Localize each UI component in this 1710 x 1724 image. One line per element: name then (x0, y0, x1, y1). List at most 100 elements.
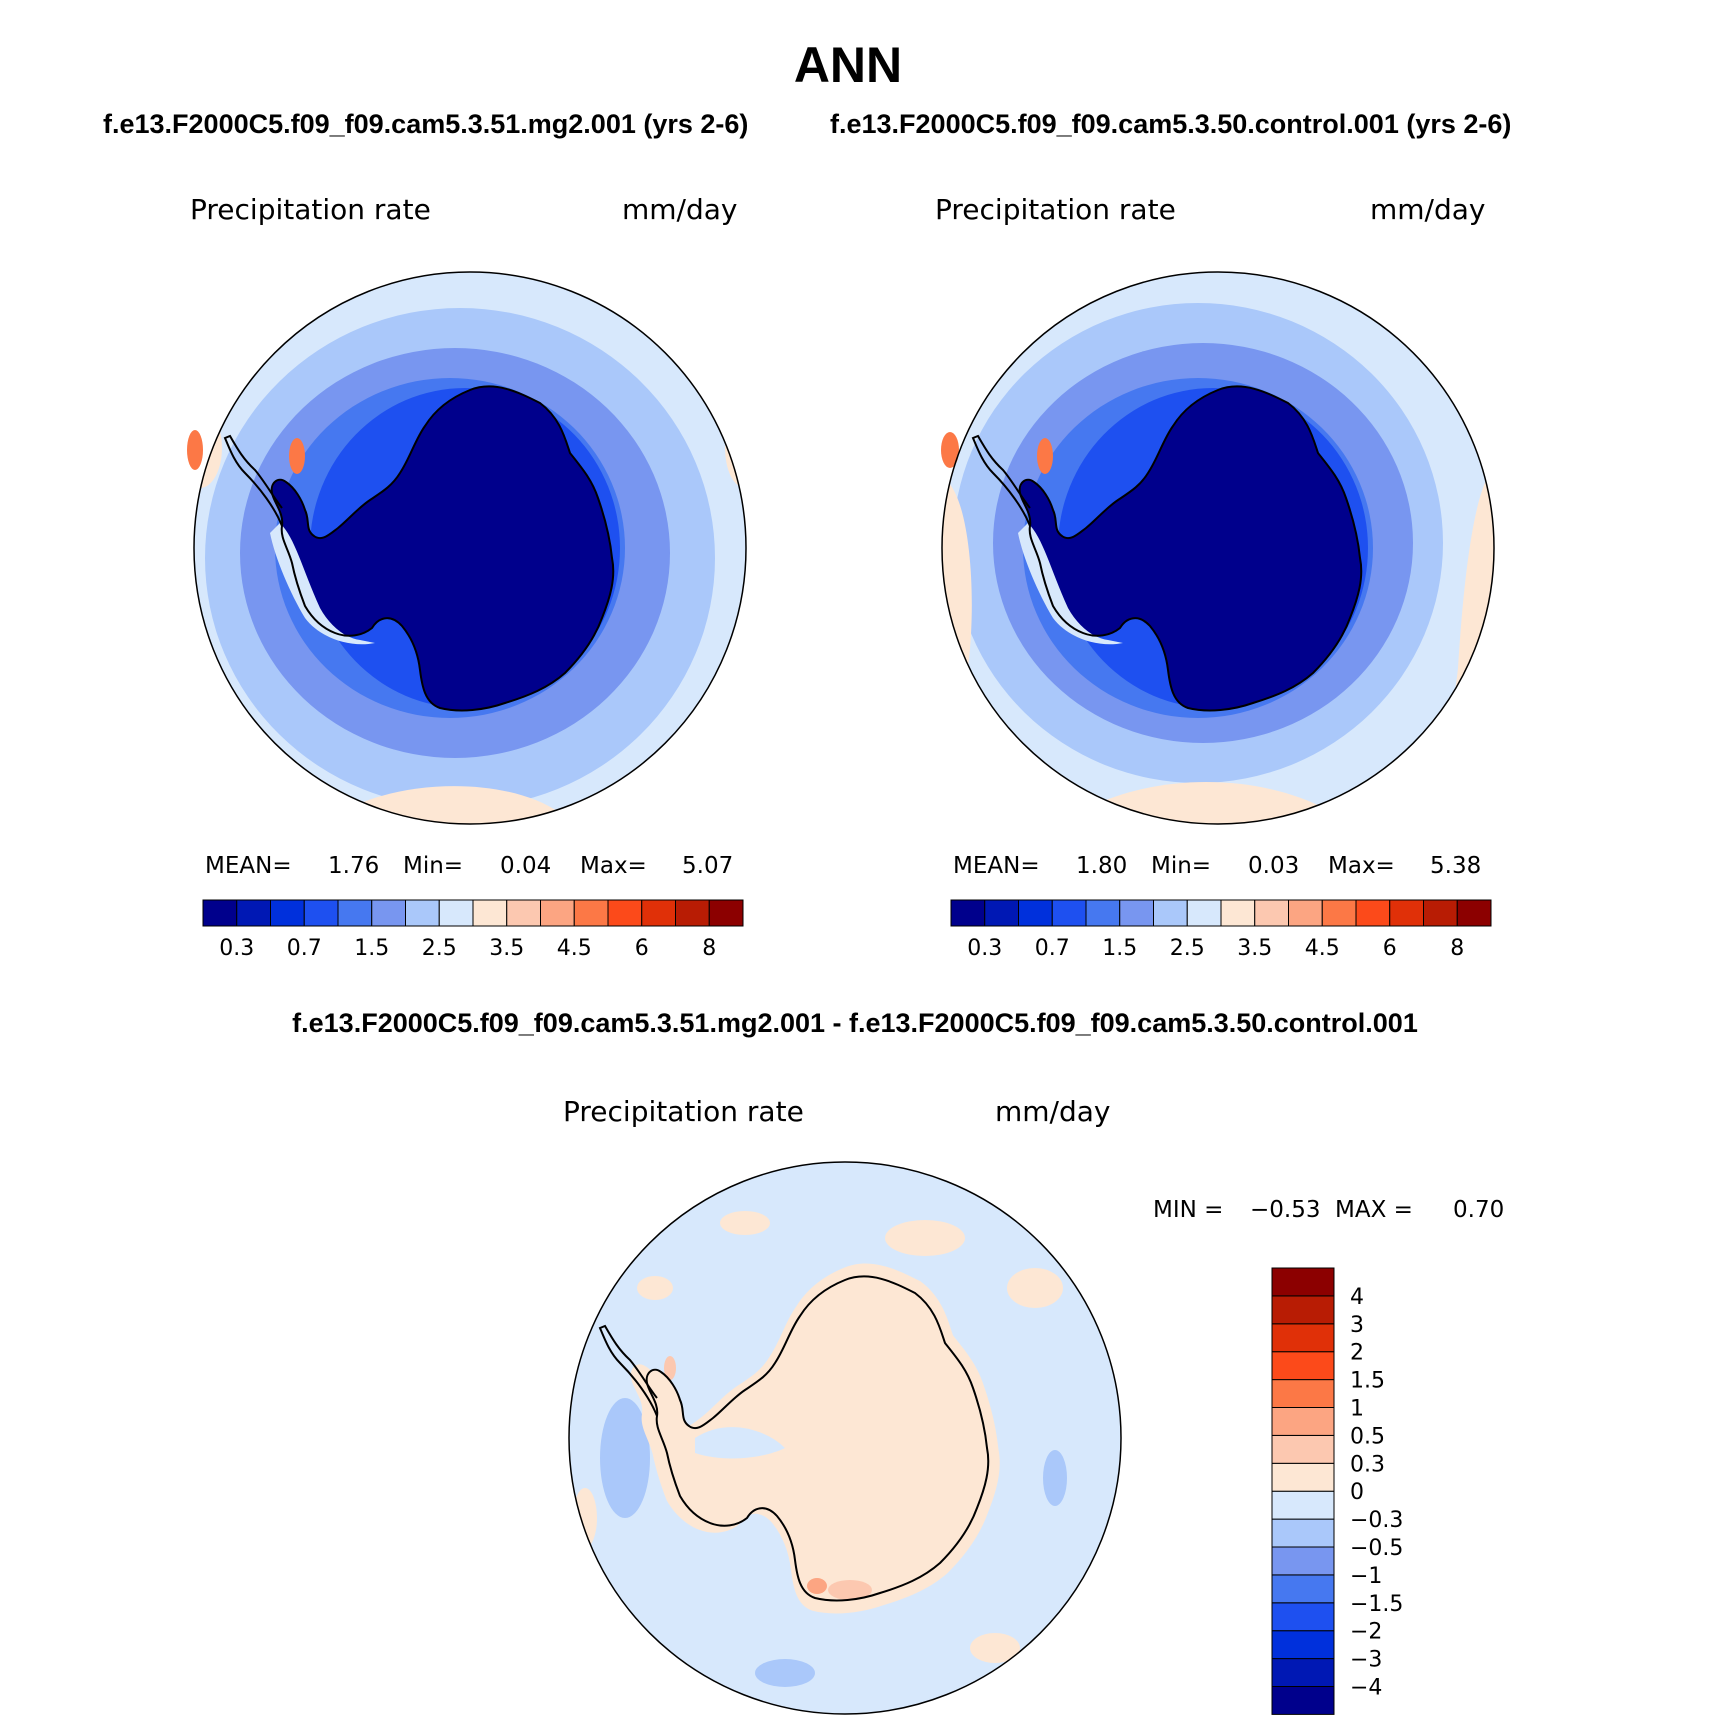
left-colorbar: 0.3 0.7 1.5 2.5 3.5 4.5 6 8 (202, 899, 744, 961)
diff-colorbar-tick-label: −2 (1350, 1620, 1382, 1645)
left-colorbar-tick-label: 6 (635, 936, 649, 961)
diff-colorbar-tick-label: −1 (1350, 1564, 1382, 1589)
right-colorbar-swatch-6 (1153, 899, 1188, 927)
right-colorbar-tick-label: 3.5 (1237, 936, 1272, 961)
left-variable-label: Precipitation rate (190, 193, 431, 226)
left-colorbar-swatch-15 (708, 899, 744, 927)
left-colorbar-tick-label: 0.7 (287, 936, 322, 961)
diff-colorbar-tick-label: 2 (1350, 1341, 1364, 1366)
left-colorbar-swatch-0 (202, 899, 238, 927)
diff-colorbar-tick-label: −3 (1350, 1648, 1382, 1673)
diff-min-value: −0.53 (1250, 1197, 1320, 1223)
right-min-label: Min= (1151, 853, 1211, 879)
diff-colorbar-tick-label: 3 (1350, 1313, 1364, 1338)
right-colorbar-swatch-14 (1423, 899, 1458, 927)
left-colorbar-swatch-13 (641, 899, 676, 927)
right-panel: Precipitation rate mm/day MEAN= 1.80 Mi (935, 193, 1495, 961)
diff-colorbar-swatch-3 (1271, 1602, 1335, 1632)
left-min-value: 0.04 (500, 853, 551, 879)
diff-colorbar-tick-label: 0.3 (1350, 1452, 1385, 1477)
left-mean-value: 1.76 (328, 853, 379, 879)
right-colorbar-swatch-11 (1321, 899, 1357, 927)
diff-colorbar-swatch-8 (1271, 1462, 1335, 1492)
diff-colorbar: −4 −3 −2 −1.5 −1 −0.5 −0.3 0 0.3 0.51 1.5 2 3 4 (1271, 1267, 1403, 1715)
diff-colorbar-tick-label: −0.5 (1350, 1536, 1403, 1561)
right-variable-label: Precipitation rate (935, 193, 1176, 226)
right-colorbar-tick-label: 1.5 (1102, 936, 1137, 961)
case1-header: f.e13.F2000C5.f09_f09.cam5.3.51.mg2.001 … (103, 109, 748, 139)
left-colorbar-swatch-4 (337, 899, 373, 927)
diff-colorbar-swatch-11 (1271, 1379, 1335, 1408)
right-mean-label: MEAN= (953, 853, 1040, 879)
diff-header: f.e13.F2000C5.f09_f09.cam5.3.51.mg2.001 … (292, 1008, 1418, 1038)
right-colorbar-tick-label: 8 (1450, 936, 1464, 961)
right-min-value: 0.03 (1248, 853, 1299, 879)
right-colorbar-swatch-0 (950, 899, 986, 927)
right-colorbar-swatch-8 (1220, 899, 1256, 927)
diff-polar-map (568, 1161, 1122, 1715)
right-colorbar-swatch-1 (984, 899, 1019, 927)
diff-colorbar-swatch-14 (1271, 1295, 1335, 1325)
left-colorbar-swatch-7 (438, 899, 474, 927)
diff-colorbar-swatch-12 (1271, 1351, 1335, 1381)
right-colorbar-swatch-9 (1254, 899, 1289, 927)
left-colorbar-swatch-10 (540, 899, 575, 927)
right-colorbar-swatch-2 (1018, 899, 1053, 927)
diff-colorbar-tick-label: 4 (1350, 1285, 1364, 1310)
left-colorbar-swatch-3 (303, 899, 339, 927)
left-colorbar-tick-label: 4.5 (557, 936, 592, 961)
diff-colorbar-swatch-0 (1271, 1686, 1335, 1715)
right-colorbar-tick-label: 6 (1383, 936, 1397, 961)
case2-header: f.e13.F2000C5.f09_f09.cam5.3.50.control.… (830, 109, 1511, 139)
right-colorbar-swatch-12 (1355, 899, 1391, 927)
left-max-label: Max= (580, 853, 647, 879)
diff-colorbar-tick-label: 1 (1350, 1397, 1364, 1422)
diff-colorbar-swatch-13 (1271, 1323, 1335, 1353)
left-min-label: Min= (403, 853, 463, 879)
left-max-value: 5.07 (682, 853, 733, 879)
diff-min-label: MIN = (1153, 1197, 1223, 1223)
diff-max-value: 0.70 (1453, 1197, 1504, 1223)
left-polar-map (187, 271, 747, 825)
right-colorbar-tick-label: 2.5 (1170, 936, 1205, 961)
left-colorbar-swatch-1 (236, 899, 271, 927)
left-colorbar-tick-label: 0.3 (219, 936, 254, 961)
right-max-label: Max= (1328, 853, 1395, 879)
left-colorbar-tick-label: 2.5 (422, 936, 457, 961)
diff-colorbar-tick-label: 0.5 (1350, 1424, 1385, 1449)
right-colorbar-swatch-4 (1085, 899, 1121, 927)
left-colorbar-swatch-6 (405, 899, 440, 927)
figure-title: ANN (794, 37, 902, 93)
left-colorbar-swatch-14 (675, 899, 710, 927)
diff-variable-label: Precipitation rate (563, 1095, 804, 1128)
left-mean-label: MEAN= (205, 853, 292, 879)
left-colorbar-swatch-2 (270, 899, 305, 927)
diff-units-label: mm/day (995, 1095, 1111, 1128)
left-colorbar-tick-label: 3.5 (489, 936, 524, 961)
left-colorbar-swatch-12 (607, 899, 643, 927)
right-colorbar-tick-label: 0.3 (967, 936, 1002, 961)
diff-panel: Precipitation rate mm/day (563, 1095, 1504, 1715)
diff-colorbar-swatch-2 (1271, 1630, 1335, 1660)
right-colorbar-swatch-3 (1051, 899, 1087, 927)
diff-colorbar-tick-label: 0 (1350, 1480, 1364, 1505)
left-colorbar-swatch-11 (573, 899, 609, 927)
diff-colorbar-swatch-1 (1271, 1658, 1335, 1687)
diff-colorbar-swatch-7 (1271, 1490, 1335, 1520)
right-units-label: mm/day (1370, 193, 1486, 226)
diff-colorbar-swatch-15 (1271, 1267, 1335, 1297)
left-colorbar-swatch-8 (472, 899, 508, 927)
left-colorbar-tick-label: 1.5 (354, 936, 389, 961)
diff-colorbar-swatch-10 (1271, 1407, 1335, 1436)
diff-colorbar-swatch-4 (1271, 1574, 1335, 1604)
left-colorbar-swatch-5 (371, 899, 406, 927)
diff-colorbar-tick-label: −0.3 (1350, 1508, 1403, 1533)
left-units-label: mm/day (622, 193, 738, 226)
right-colorbar-swatch-15 (1456, 899, 1492, 927)
right-polar-map (941, 271, 1495, 825)
diff-colorbar-tick-label: −4 (1350, 1676, 1382, 1701)
right-colorbar-swatch-7 (1186, 899, 1222, 927)
diff-colorbar-tick-label: 1.5 (1350, 1369, 1385, 1394)
diff-max-label: MAX = (1335, 1197, 1413, 1223)
